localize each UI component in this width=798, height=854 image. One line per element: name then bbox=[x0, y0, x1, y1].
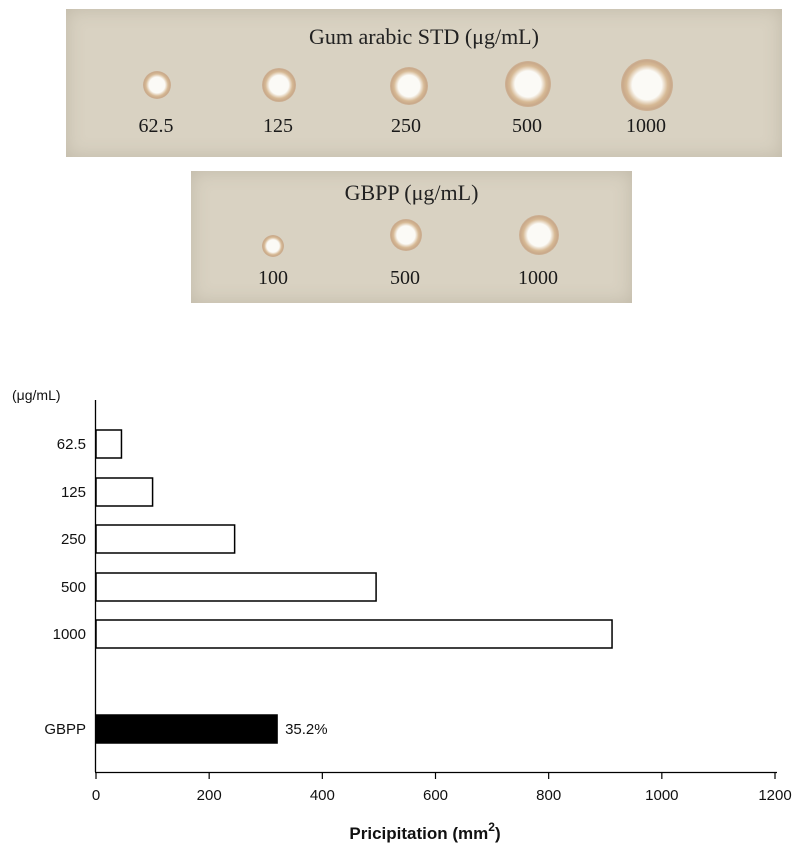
gbpp-well-1 bbox=[262, 235, 284, 257]
std-well-4 bbox=[505, 61, 551, 107]
gbpp-well-label-2: 500 bbox=[390, 267, 420, 289]
x-tick-label: 400 bbox=[310, 787, 335, 804]
gbpp-well-2 bbox=[390, 219, 422, 251]
std-well-1 bbox=[143, 71, 171, 99]
bars-group: 62.5 125 250 500 1000 GBPP 35.2% bbox=[44, 429, 613, 744]
x-ticks-group: 0 200 400 600 800 1000 1200 bbox=[92, 772, 792, 804]
data-label: 35.2% bbox=[285, 721, 328, 738]
y-tick-label: 1000 bbox=[53, 626, 86, 643]
bar-500 bbox=[95, 572, 377, 602]
bar-62.5 bbox=[95, 429, 123, 459]
std-well-5 bbox=[621, 59, 673, 111]
gbpp-plate-title: GBPP (μg/mL) bbox=[344, 180, 479, 205]
bar-125 bbox=[95, 477, 154, 507]
std-well-label-2: 125 bbox=[263, 115, 293, 137]
gbpp-well-label-1: 100 bbox=[258, 267, 288, 289]
bar-1000 bbox=[95, 619, 613, 649]
bar-250 bbox=[95, 524, 236, 554]
std-well-label-5: 1000 bbox=[626, 115, 666, 137]
x-axis-title: Pricipitation (mm2) bbox=[349, 820, 500, 843]
x-tick-label: 600 bbox=[423, 787, 448, 804]
y-tick-label: GBPP bbox=[44, 721, 86, 738]
unit-label: (μg/mL) bbox=[12, 387, 61, 403]
std-well-label-3: 250 bbox=[391, 115, 421, 137]
std-plate-title: Gum arabic STD (μg/mL) bbox=[309, 24, 539, 49]
x-tick-label: 0 bbox=[92, 787, 100, 804]
x-tick-label: 800 bbox=[536, 787, 561, 804]
gbpp-well-label-3: 1000 bbox=[518, 267, 558, 289]
bar-gbpp bbox=[95, 714, 278, 744]
std-well-2 bbox=[262, 68, 296, 102]
x-axis-title-superscript: 2 bbox=[488, 820, 495, 834]
y-tick-label: 500 bbox=[61, 579, 86, 596]
x-tick-label: 200 bbox=[197, 787, 222, 804]
x-axis-title-close: ) bbox=[495, 824, 501, 843]
y-tick-label: 125 bbox=[61, 484, 86, 501]
gbpp-well-3 bbox=[519, 215, 559, 255]
y-tick-label: 250 bbox=[61, 531, 86, 548]
std-well-label-4: 500 bbox=[512, 115, 542, 137]
x-axis-title-main: Pricipitation (mm bbox=[349, 824, 488, 843]
std-well-3 bbox=[390, 67, 428, 105]
x-tick-label: 1000 bbox=[645, 787, 678, 804]
precipitation-bar-chart: (μg/mL) 62.5 125 250 500 1000 GBPP 35.2% 0 200 4… bbox=[12, 387, 792, 843]
gum-arabic-std-plate: Gum arabic STD (μg/mL) 62.5 125 250 500 … bbox=[66, 9, 782, 157]
gbpp-plate: GBPP (μg/mL) 100 500 1000 bbox=[191, 171, 632, 303]
std-well-label-1: 62.5 bbox=[138, 115, 174, 137]
x-tick-label: 1200 bbox=[758, 787, 791, 804]
y-tick-label: 62.5 bbox=[57, 436, 86, 453]
